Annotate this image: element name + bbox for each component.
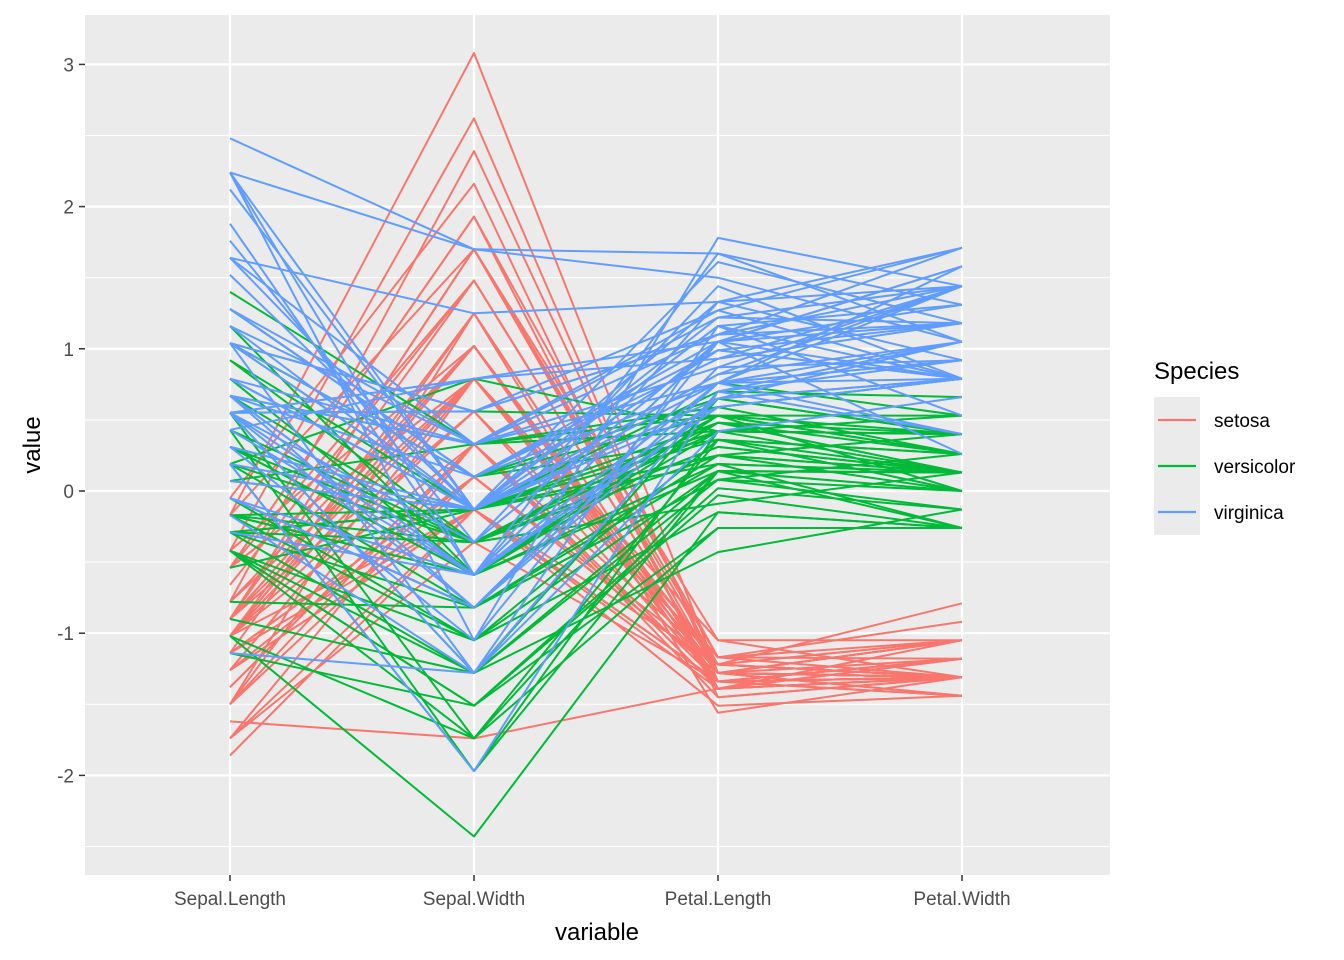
series-line [229, 390, 963, 773]
series-line [229, 381, 963, 576]
series-line [229, 377, 963, 511]
series-line [229, 470, 963, 674]
series-line [229, 340, 963, 511]
x-tick-label: Petal.Width [913, 889, 1010, 910]
series-line [229, 377, 963, 511]
series-line [229, 657, 963, 740]
series-line [229, 265, 963, 478]
series-line [229, 410, 963, 683]
series-line [229, 171, 963, 306]
series-line [229, 359, 963, 511]
y-tick-label: -2 [57, 766, 74, 787]
x-axis-title: variable [555, 919, 639, 946]
series-line [229, 359, 963, 609]
series-line [229, 257, 963, 446]
legend-label: virginica [1214, 503, 1284, 524]
legend-items: setosa versicolor virginica [1154, 397, 1296, 535]
legend-item-versicolor: versicolor [1154, 443, 1296, 489]
series-line [229, 246, 963, 315]
y-axis-title: value [19, 416, 46, 473]
series-line [229, 527, 962, 740]
series-line [229, 359, 963, 674]
series-line [229, 508, 963, 757]
series-line [229, 508, 963, 674]
y-tick-label: 1 [63, 340, 74, 361]
series-line [229, 430, 963, 569]
series-line [229, 325, 963, 674]
series-lines [229, 52, 963, 838]
series-line [229, 171, 963, 511]
series-line [229, 494, 963, 707]
series-line [229, 345, 963, 666]
y-tick-label: 3 [63, 55, 74, 76]
series-line [229, 463, 963, 576]
y-tick-label: 2 [63, 198, 74, 219]
series-line [229, 349, 963, 478]
series-line [229, 188, 963, 511]
y-axis: -2 -1 0 1 2 3 [57, 55, 85, 787]
series-line [229, 285, 963, 431]
series-virginica [229, 137, 963, 773]
legend-item-virginica: virginica [1154, 489, 1284, 535]
series-line [229, 285, 963, 446]
legend-label: setosa [1214, 411, 1270, 432]
legend: Species setosa versicolor virginica [1154, 358, 1296, 535]
x-tick-label: Petal.Length [665, 889, 772, 910]
x-tick-label: Sepal.Width [423, 889, 525, 910]
series-line [229, 396, 963, 674]
x-axis: Sepal.Length Sepal.Width Petal.Length Petal… [174, 875, 1011, 910]
series-line [229, 246, 963, 413]
series-line [229, 312, 963, 697]
x-tick-label: Sepal.Length [174, 889, 286, 910]
y-tick-label: -1 [57, 624, 74, 645]
series-line [229, 443, 963, 740]
series-line [229, 285, 963, 478]
legend-title: Species [1154, 358, 1239, 385]
series-line [229, 137, 963, 343]
series-line [229, 438, 963, 642]
series-line [229, 511, 963, 642]
series-line [229, 377, 963, 511]
series-line [229, 443, 963, 699]
series-line [229, 454, 963, 517]
legend-item-setosa: setosa [1154, 397, 1270, 443]
series-line [229, 412, 963, 740]
y-tick-label: 0 [63, 482, 74, 503]
series-line [229, 279, 963, 679]
legend-label: versicolor [1214, 457, 1296, 478]
